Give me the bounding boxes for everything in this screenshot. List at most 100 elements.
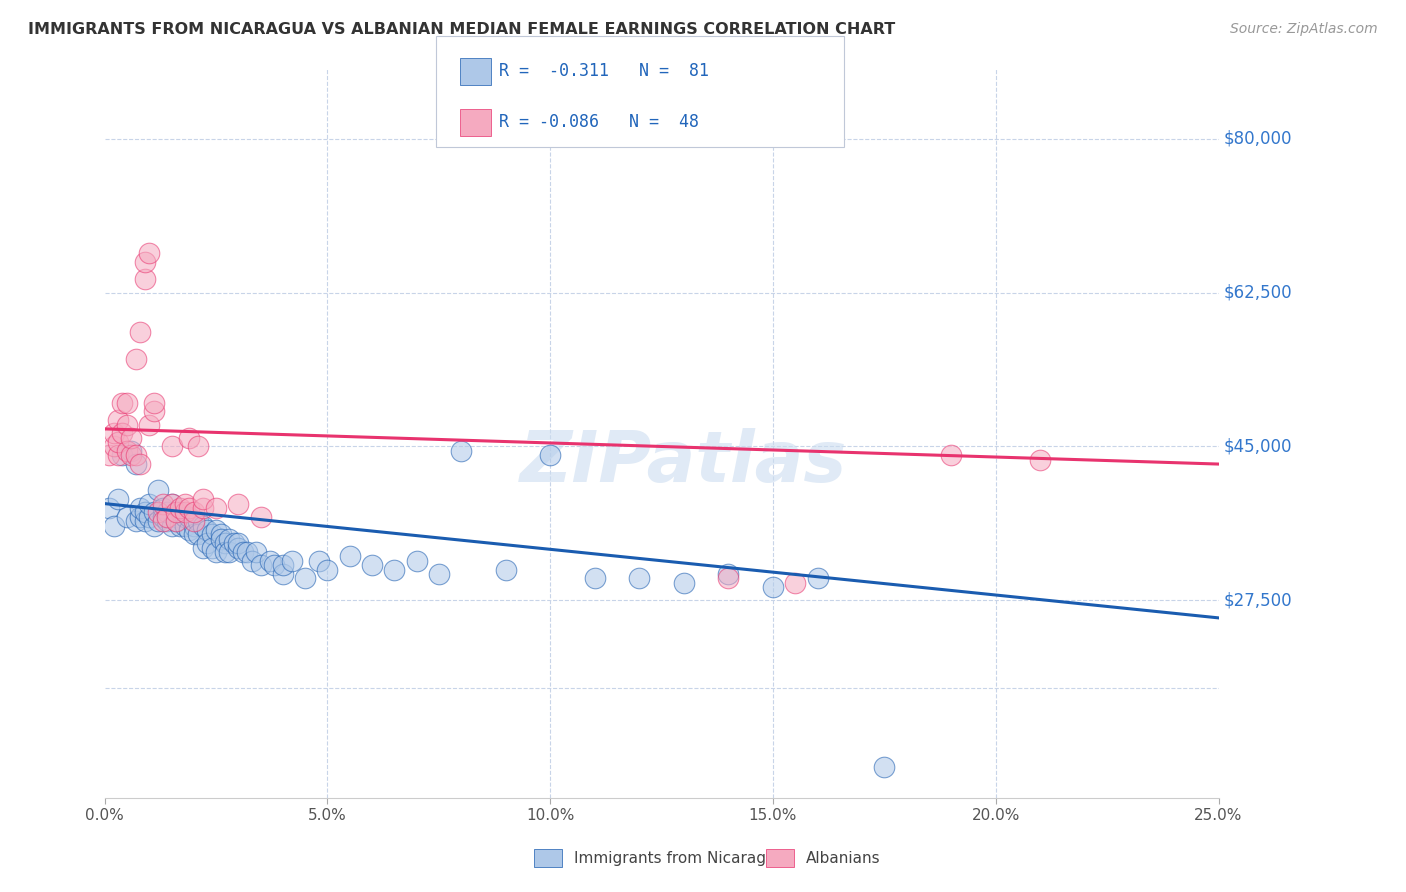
Point <box>103 440 125 454</box>
Point <box>138 417 160 432</box>
Point <box>125 457 148 471</box>
Point <box>179 523 201 537</box>
Point <box>259 554 281 568</box>
Point <box>107 413 129 427</box>
Point <box>152 514 174 528</box>
Point <box>115 509 138 524</box>
Point <box>187 514 209 528</box>
Point <box>941 448 963 462</box>
Point <box>214 536 236 550</box>
Point <box>146 505 169 519</box>
Point <box>134 255 156 269</box>
Point <box>179 501 201 516</box>
Point <box>218 532 240 546</box>
Point <box>222 536 245 550</box>
Point <box>806 571 828 585</box>
Text: $45,000: $45,000 <box>1225 437 1292 456</box>
Point <box>120 443 142 458</box>
Point <box>263 558 285 573</box>
Point <box>138 497 160 511</box>
Point <box>142 505 165 519</box>
Point <box>169 505 191 519</box>
Text: Immigrants from Nicaragua: Immigrants from Nicaragua <box>574 851 785 865</box>
Point <box>245 545 267 559</box>
Point <box>173 518 195 533</box>
Point <box>173 509 195 524</box>
Point <box>195 536 218 550</box>
Point <box>165 505 187 519</box>
Point <box>179 509 201 524</box>
Point <box>98 448 121 462</box>
Point <box>308 554 330 568</box>
Point <box>138 509 160 524</box>
Point <box>111 448 134 462</box>
Point <box>179 431 201 445</box>
Text: $80,000: $80,000 <box>1225 130 1292 148</box>
Point <box>129 325 152 339</box>
Point <box>152 509 174 524</box>
Point <box>173 505 195 519</box>
Point <box>209 532 232 546</box>
Point <box>160 518 183 533</box>
Point <box>146 514 169 528</box>
Point <box>218 545 240 559</box>
Point <box>160 440 183 454</box>
Point <box>142 518 165 533</box>
Point <box>169 518 191 533</box>
Point <box>183 514 205 528</box>
Point <box>111 426 134 441</box>
Point <box>249 509 271 524</box>
Point <box>316 562 339 576</box>
Text: Albanians: Albanians <box>806 851 880 865</box>
Text: ZIPatlas: ZIPatlas <box>520 428 848 497</box>
Text: R =  -0.311   N =  81: R = -0.311 N = 81 <box>499 62 709 80</box>
Point <box>191 492 214 507</box>
Point <box>205 545 228 559</box>
Point <box>205 501 228 516</box>
Point <box>125 514 148 528</box>
Point <box>240 554 263 568</box>
Point <box>873 760 896 774</box>
Point <box>142 395 165 409</box>
Point <box>142 404 165 418</box>
Point <box>146 483 169 498</box>
Point <box>169 501 191 516</box>
Point <box>165 509 187 524</box>
Text: Source: ZipAtlas.com: Source: ZipAtlas.com <box>1230 22 1378 37</box>
Point <box>134 272 156 286</box>
Point <box>125 351 148 366</box>
Point <box>183 505 205 519</box>
Point <box>281 554 304 568</box>
Point <box>120 431 142 445</box>
Point <box>228 497 250 511</box>
Point <box>115 395 138 409</box>
Point <box>200 527 222 541</box>
Point <box>538 448 561 462</box>
Point <box>165 514 187 528</box>
Point <box>120 448 142 462</box>
Point <box>200 541 222 555</box>
Point <box>672 575 695 590</box>
Point <box>228 541 250 555</box>
Point <box>195 523 218 537</box>
Point <box>191 501 214 516</box>
Point <box>129 501 152 516</box>
Point <box>214 545 236 559</box>
Point <box>717 566 740 581</box>
Point <box>156 505 179 519</box>
Point <box>717 571 740 585</box>
Point <box>156 514 179 528</box>
Point <box>183 527 205 541</box>
Point <box>294 571 316 585</box>
Point <box>165 514 187 528</box>
Point <box>187 440 209 454</box>
Point <box>98 501 121 516</box>
Point <box>107 492 129 507</box>
Point <box>134 514 156 528</box>
Point <box>125 448 148 462</box>
Point <box>156 509 179 524</box>
Point <box>191 518 214 533</box>
Point <box>271 558 294 573</box>
Point <box>236 545 259 559</box>
Point <box>427 566 450 581</box>
